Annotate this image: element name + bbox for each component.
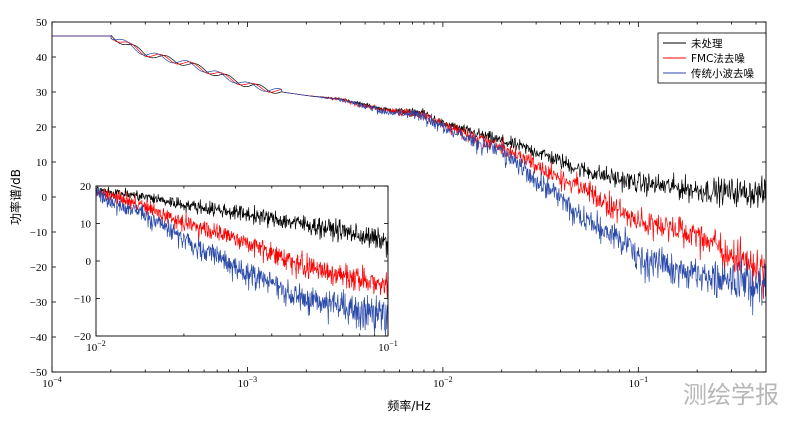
series-line-0 bbox=[95, 186, 389, 258]
series-line-2 bbox=[95, 187, 389, 337]
legend-label-2: 传统小波去噪 bbox=[691, 67, 754, 80]
y-tick-label: −10 bbox=[30, 227, 48, 239]
x-tick-label: 10−2 bbox=[86, 339, 106, 354]
y-tick-label: −10 bbox=[74, 294, 92, 306]
x-tick-label: 10−2 bbox=[433, 375, 453, 390]
legend-label-1: FMC法去噪 bbox=[691, 52, 745, 65]
y-tick-label: 20 bbox=[80, 181, 92, 193]
inset-chart: −20 −10 0 10 20 10−2 10−1 bbox=[74, 181, 398, 354]
y-tick-label: 30 bbox=[36, 87, 48, 99]
legend-label-0: 未处理 bbox=[691, 38, 723, 50]
y-tick-label: 20 bbox=[36, 122, 48, 134]
y-tick-label: 50 bbox=[36, 17, 48, 29]
series-line-2 bbox=[52, 35, 767, 316]
y-axis-title: 功率谱/dB bbox=[8, 169, 23, 225]
watermark-text: 测绘学报 bbox=[683, 381, 779, 409]
y-tick-label: 40 bbox=[36, 52, 48, 64]
y-tick-label: −20 bbox=[30, 262, 48, 274]
y-tick-label: −40 bbox=[30, 332, 48, 344]
y-tick-label: 10 bbox=[36, 157, 48, 169]
x-tick-label: 10−1 bbox=[378, 339, 398, 354]
y-tick-label: −50 bbox=[30, 367, 48, 379]
y-tick-label: −30 bbox=[30, 297, 48, 309]
x-tick-label: 10−3 bbox=[238, 375, 258, 390]
y-tick-label: 0 bbox=[86, 256, 92, 268]
x-axis-title: 频率/Hz bbox=[387, 398, 430, 413]
series-line-1 bbox=[95, 187, 389, 298]
y-tick-label: 0 bbox=[42, 192, 48, 204]
x-tick-label: 10−1 bbox=[629, 375, 649, 390]
y-tick-label: 10 bbox=[80, 219, 92, 231]
series-line-1 bbox=[52, 35, 767, 300]
y-tick-label: −20 bbox=[74, 331, 92, 343]
x-tick-label: 10−4 bbox=[42, 375, 62, 390]
